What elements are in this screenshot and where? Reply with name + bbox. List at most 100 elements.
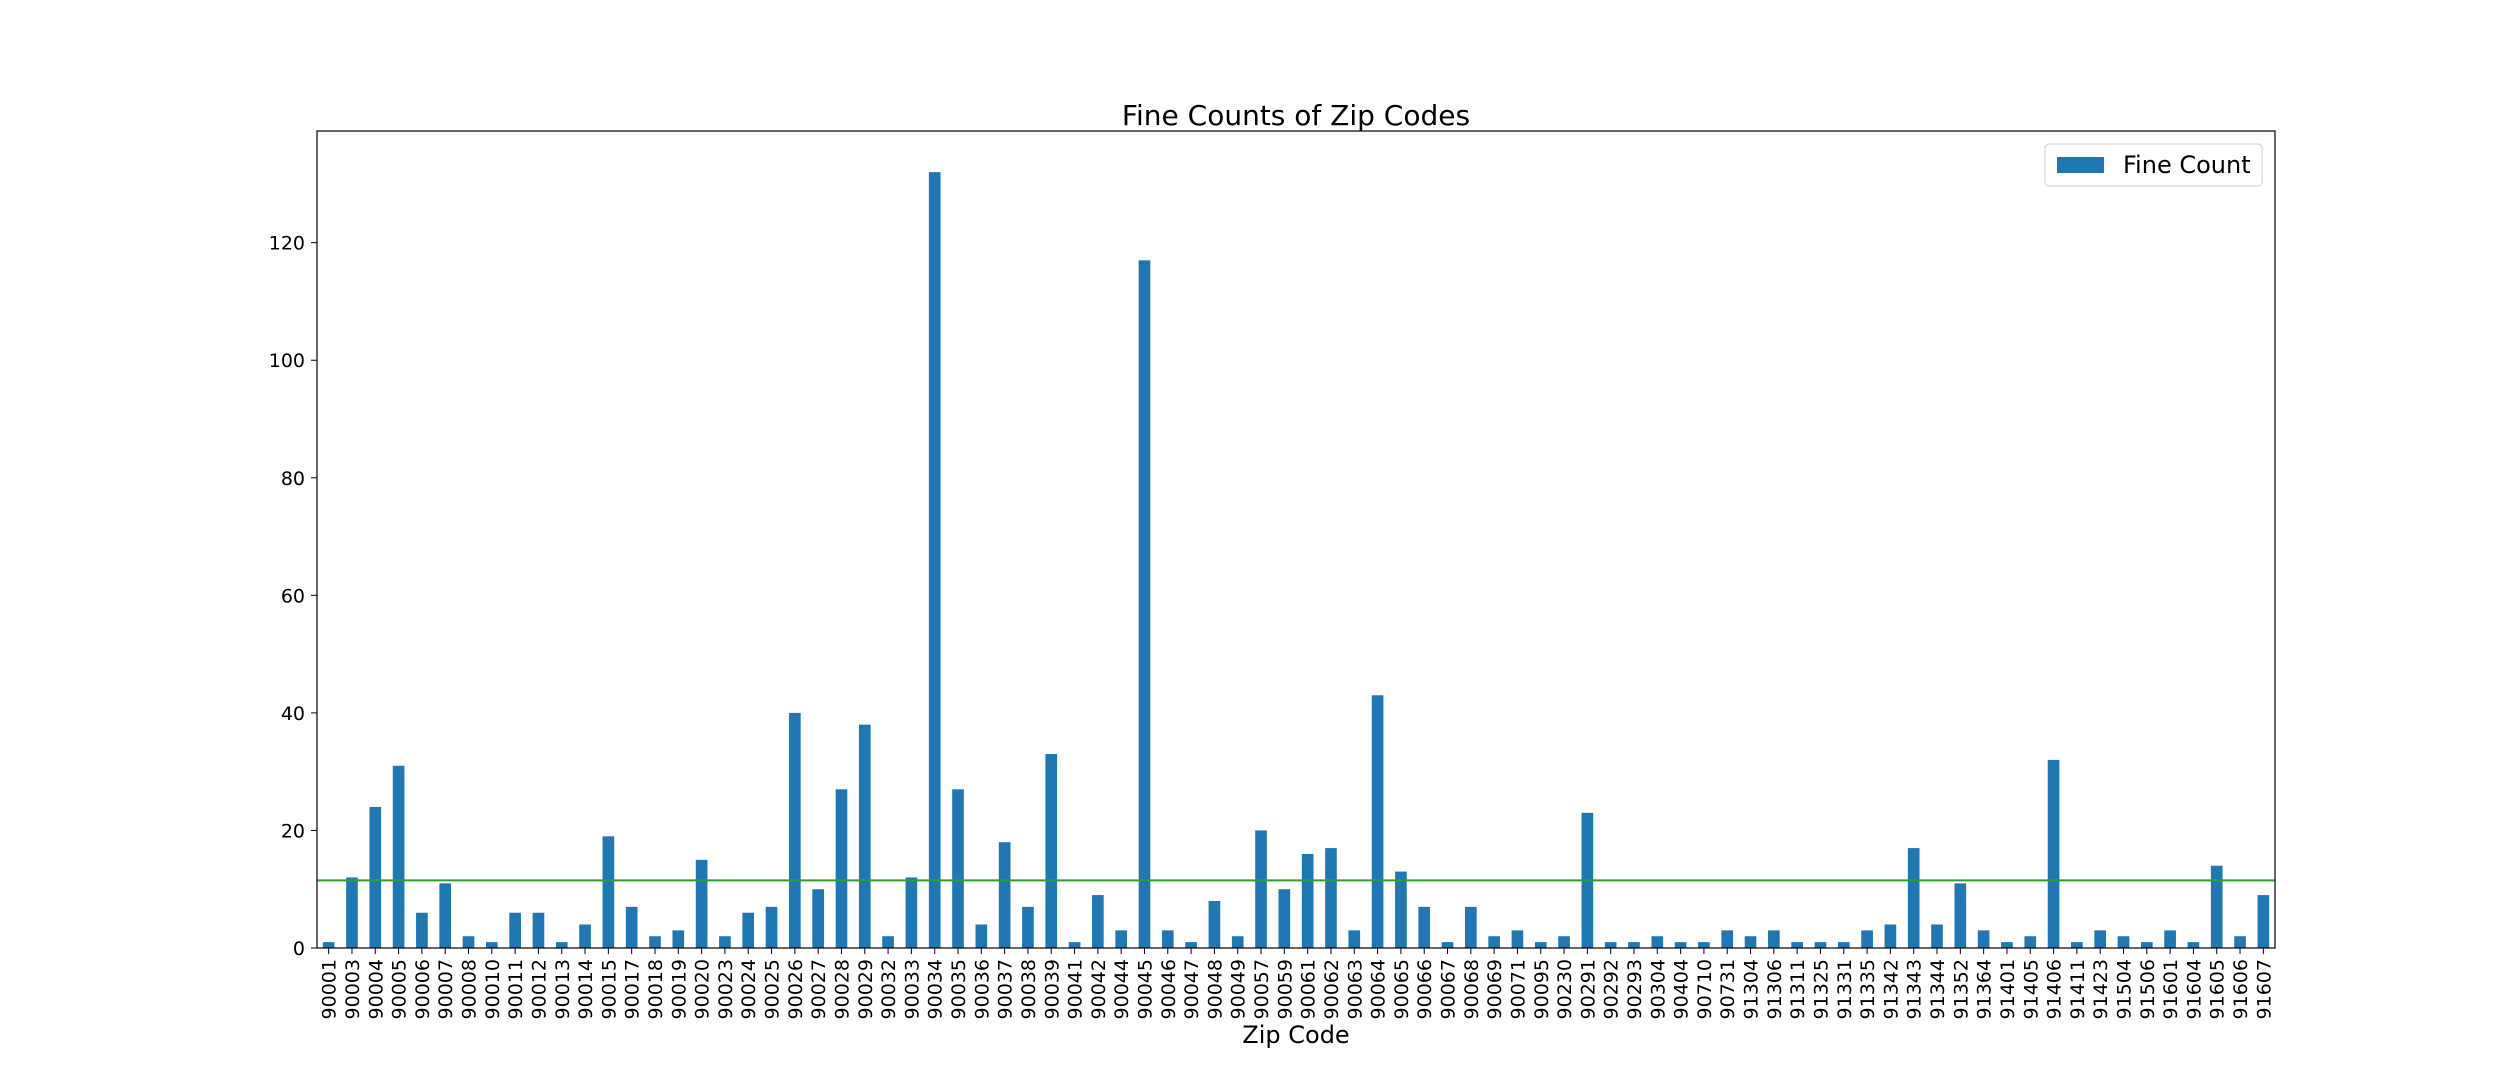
bar-91605	[2210, 865, 2223, 948]
bar-91331	[1837, 942, 1850, 948]
bar-90013	[555, 942, 568, 948]
bar-91311	[1791, 942, 1803, 948]
x-tick-label: 91504	[2113, 959, 2135, 1019]
bar-90032	[882, 936, 894, 948]
bar-91604	[2187, 942, 2200, 948]
x-tick-label: 91607	[2253, 959, 2275, 1019]
bar-91306	[1768, 930, 1780, 948]
bar-90046	[1161, 930, 1174, 948]
y-tick-label: 80	[281, 468, 305, 490]
x-tick-label: 90035	[948, 959, 970, 1019]
plot-frame	[316, 130, 2276, 949]
x-tick-label: 90061	[1298, 959, 1320, 1019]
x-tick-label: 90001	[319, 959, 341, 1019]
bar-91325	[1814, 942, 1827, 948]
y-tick-label: 0	[293, 938, 305, 960]
x-tick-label: 90004	[365, 959, 387, 1019]
bar-90049	[1231, 936, 1244, 948]
bar-90068	[1464, 906, 1477, 948]
bar-90007	[439, 883, 452, 948]
x-tick-label: 90710	[1694, 959, 1716, 1019]
x-tick-label: 90067	[1438, 959, 1460, 1019]
x-tick-label: 91506	[2137, 959, 2159, 1019]
x-tick-label: 91344	[1927, 959, 1949, 1019]
x-tick-label: 90045	[1134, 959, 1156, 1019]
bars-group	[322, 172, 2270, 949]
bar-91601	[2164, 930, 2176, 948]
x-tick-label: 91304	[1741, 959, 1763, 1019]
y-axis-ticks: 0 20 40 60 80 100 120	[269, 233, 317, 960]
x-tick-label: 91605	[2207, 959, 2229, 1019]
legend: Fine Count	[2044, 143, 2263, 187]
bar-91342	[1884, 924, 1897, 948]
x-tick-label: 91311	[1787, 959, 1809, 1019]
x-tick-label: 90046	[1158, 959, 1180, 1019]
x-tick-label: 90047	[1181, 959, 1203, 1019]
x-tick-label: 90044	[1111, 959, 1133, 1019]
x-tick-label: 90034	[925, 959, 947, 1019]
x-tick-label: 90033	[901, 959, 923, 1019]
y-tick-label: 100	[269, 350, 305, 372]
x-tick-label: 90095	[1531, 959, 1553, 1019]
bar-90710	[1698, 942, 1710, 948]
bar-90011	[509, 912, 521, 948]
bar-90064	[1371, 695, 1384, 948]
bar-90034	[928, 172, 941, 948]
x-tick-label: 90026	[785, 959, 807, 1019]
x-tick-label: 90010	[482, 959, 504, 1019]
bar-90057	[1255, 830, 1267, 948]
bar-91506	[2140, 942, 2153, 948]
x-tick-label: 90014	[575, 959, 597, 1019]
bar-90028	[835, 789, 848, 948]
x-tick-label: 90005	[389, 959, 411, 1019]
bar-90069	[1488, 936, 1500, 948]
x-tick-label: 91352	[1950, 959, 1972, 1019]
x-tick-label: 90068	[1461, 959, 1483, 1019]
x-tick-label: 91423	[2090, 959, 2112, 1019]
x-tick-label: 91604	[2183, 959, 2205, 1019]
bar-90065	[1395, 871, 1407, 948]
bar-91364	[1977, 930, 1990, 948]
x-tick-label: 90036	[971, 959, 993, 1019]
bar-90033	[905, 877, 918, 948]
bar-90005	[392, 765, 405, 948]
x-tick-label: 91606	[2230, 959, 2252, 1019]
bar-90293	[1628, 942, 1640, 948]
bar-91411	[2071, 942, 2083, 948]
bar-90023	[719, 936, 731, 948]
x-tick-label: 90028	[831, 959, 853, 1019]
bar-90095	[1534, 942, 1547, 948]
bar-90026	[789, 712, 801, 948]
x-tick-label: 90038	[1018, 959, 1040, 1019]
bar-90042	[1092, 895, 1104, 948]
bar-90018	[649, 936, 661, 948]
x-tick-label: 90230	[1554, 959, 1576, 1019]
x-tick-label: 91401	[1997, 959, 2019, 1019]
bar-90020	[695, 859, 708, 948]
bar-90066	[1418, 906, 1431, 948]
bar-91504	[2117, 936, 2130, 948]
bar-90029	[858, 724, 871, 948]
bar-90035	[952, 789, 964, 948]
x-tick-label: 90025	[762, 959, 784, 1019]
x-tick-label: 90057	[1251, 959, 1273, 1019]
bar-90001	[322, 942, 335, 948]
bar-91352	[1954, 883, 1967, 948]
x-tick-label: 90404	[1671, 959, 1693, 1019]
x-tick-label: 90064	[1368, 959, 1390, 1019]
x-tick-label: 90019	[668, 959, 690, 1019]
x-tick-label: 90731	[1717, 959, 1739, 1019]
x-axis-label: Zip Code	[1242, 1021, 1349, 1049]
bar-91405	[2024, 936, 2037, 948]
bar-91401	[2001, 942, 2013, 948]
bar-90044	[1115, 930, 1128, 948]
legend-box	[2044, 143, 2263, 187]
bar-90004	[369, 806, 382, 948]
bar-91304	[1744, 936, 1757, 948]
x-tick-label: 90024	[738, 959, 760, 1019]
x-tick-label: 90069	[1484, 959, 1506, 1019]
x-tick-label: 91335	[1857, 959, 1879, 1019]
y-tick-label: 40	[281, 703, 305, 725]
bar-90067	[1441, 942, 1454, 948]
bar-90404	[1674, 942, 1687, 948]
